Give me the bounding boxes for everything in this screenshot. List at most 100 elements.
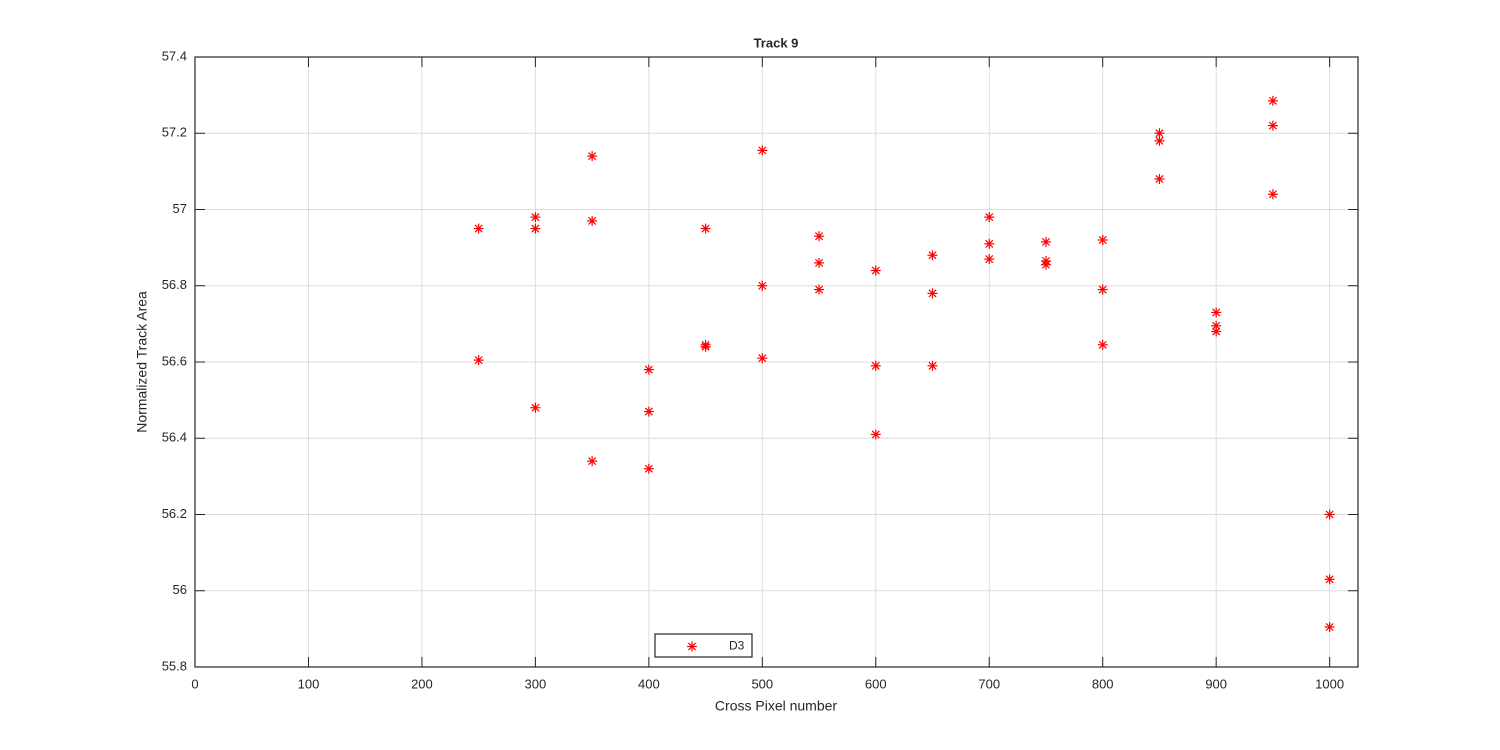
marker-stroke xyxy=(1268,190,1277,199)
point xyxy=(1097,284,1108,295)
y-tick-label: 56 xyxy=(173,582,187,597)
x-tick-label: 700 xyxy=(978,676,1000,691)
marker-stroke xyxy=(588,457,597,466)
point xyxy=(927,250,938,261)
marker-stroke xyxy=(758,354,767,363)
marker-stroke xyxy=(644,464,653,473)
point xyxy=(473,223,484,234)
point xyxy=(1097,339,1108,350)
point xyxy=(984,238,995,249)
point xyxy=(700,341,711,352)
marker-stroke xyxy=(758,146,767,155)
point xyxy=(587,215,598,226)
point xyxy=(1267,95,1278,106)
x-tick-label: 600 xyxy=(865,676,887,691)
marker-stroke xyxy=(758,281,767,290)
marker-stroke xyxy=(474,224,483,233)
marker-stroke xyxy=(474,356,483,365)
point xyxy=(1324,621,1335,632)
marker-stroke xyxy=(871,430,880,439)
x-axis-label: Cross Pixel number xyxy=(715,698,837,714)
point xyxy=(587,456,598,467)
point xyxy=(757,353,768,364)
marker-stroke xyxy=(1325,622,1334,631)
marker-stroke xyxy=(1041,237,1050,246)
legend-label: D3 xyxy=(729,639,745,653)
x-tick-label: 1000 xyxy=(1315,676,1344,691)
marker-stroke xyxy=(815,258,824,267)
marker-stroke xyxy=(531,224,540,233)
axes-box xyxy=(194,56,1359,668)
y-tick-label: 56.2 xyxy=(162,506,187,521)
marker-stroke xyxy=(1268,96,1277,105)
y-tick-label: 57.4 xyxy=(162,48,187,63)
marker-stroke xyxy=(1098,235,1107,245)
legend-box xyxy=(654,633,753,658)
chart-title: Track 9 xyxy=(754,35,799,50)
point xyxy=(870,429,881,440)
marker-stroke xyxy=(815,232,824,241)
point xyxy=(1154,174,1165,184)
point xyxy=(643,406,654,417)
marker-stroke xyxy=(928,361,937,370)
marker-stroke xyxy=(1155,136,1164,145)
point xyxy=(814,284,825,295)
y-tick-label: 57.2 xyxy=(162,125,187,140)
point xyxy=(530,223,541,234)
point xyxy=(700,223,711,234)
marker-stroke xyxy=(985,213,994,222)
marker-stroke xyxy=(1098,340,1107,349)
y-axis-label: Normalized Track Area xyxy=(134,291,150,433)
marker-stroke xyxy=(588,216,597,225)
point xyxy=(1211,326,1222,337)
marker-stroke xyxy=(1155,174,1164,184)
point xyxy=(1097,235,1108,245)
point xyxy=(814,231,825,242)
y-tick-label: 56.6 xyxy=(162,353,187,368)
point xyxy=(1267,189,1278,200)
marker-stroke xyxy=(871,361,880,370)
marker-stroke xyxy=(985,239,994,248)
marker-stroke xyxy=(928,289,937,298)
marker-stroke xyxy=(531,213,540,222)
point xyxy=(757,145,768,156)
x-tick-label: 900 xyxy=(1205,676,1227,691)
marker-stroke xyxy=(1212,327,1221,336)
x-tick-label: 200 xyxy=(411,676,433,691)
point xyxy=(1211,307,1222,318)
point xyxy=(643,463,654,474)
marker-stroke xyxy=(1041,260,1050,269)
x-tick-label: 800 xyxy=(1092,676,1114,691)
marker-stroke xyxy=(928,251,937,260)
point xyxy=(587,151,598,162)
marker-stroke xyxy=(644,407,653,416)
y-tick-label: 56.4 xyxy=(162,430,187,445)
marker-stroke xyxy=(815,285,824,294)
legend-marker xyxy=(687,641,697,652)
point xyxy=(927,288,938,299)
marker-stroke xyxy=(687,642,697,651)
point xyxy=(1040,259,1051,270)
point xyxy=(1040,236,1051,247)
marker-stroke xyxy=(701,342,710,351)
marker-stroke xyxy=(1098,285,1107,294)
marker-stroke xyxy=(1268,121,1277,130)
y-tick-label: 56.8 xyxy=(162,277,187,292)
point xyxy=(530,212,541,223)
marker-stroke xyxy=(1212,321,1221,330)
point xyxy=(927,360,938,371)
marker-stroke xyxy=(1325,575,1334,584)
x-tick-label: 300 xyxy=(525,676,547,691)
point xyxy=(1267,120,1278,131)
point xyxy=(984,254,995,265)
marker-stroke xyxy=(588,152,597,161)
marker-stroke xyxy=(985,255,994,264)
y-tick-label: 57 xyxy=(173,201,187,216)
marker-stroke xyxy=(531,403,540,412)
x-tick-label: 0 xyxy=(191,676,198,691)
point xyxy=(1154,135,1165,146)
point xyxy=(643,364,654,375)
y-tick-label: 55.8 xyxy=(162,658,187,673)
x-tick-label: 400 xyxy=(638,676,660,691)
